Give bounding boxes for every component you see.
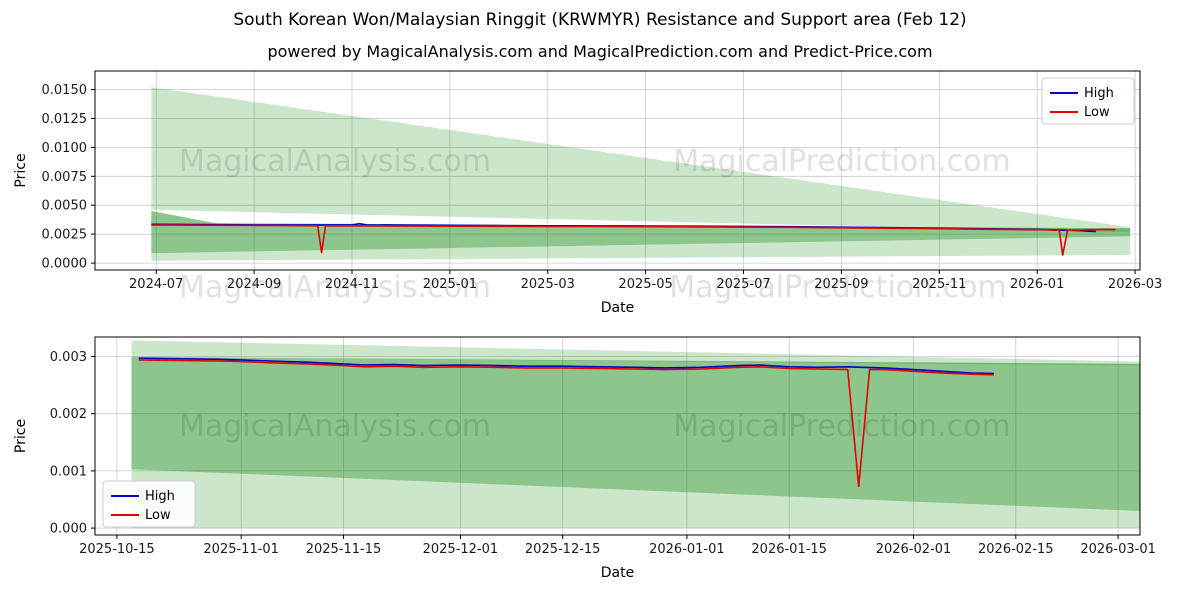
y-tick-label: 0.0150 <box>42 83 88 98</box>
y-axis-label: Price <box>13 153 29 187</box>
x-tick-label: 2024-11 <box>325 277 379 292</box>
x-tick-label: 2026-02-15 <box>978 542 1054 557</box>
x-tick-label: 2025-03 <box>521 277 575 292</box>
x-tick-label: 2025-05 <box>618 277 672 292</box>
legend-high-label: High <box>1084 86 1114 101</box>
x-tick-label: 2026-01-01 <box>649 542 725 557</box>
legend-high-label: High <box>145 489 175 504</box>
watermark-text: MagicalPrediction.com <box>669 270 1007 305</box>
axes-frame <box>94 336 1141 536</box>
y-axis: 0.0000 0.0025 0.0050 0.0075 0.0100 0.0125 0.01… <box>42 83 95 272</box>
x-tick-label: 2025-11 <box>912 277 966 292</box>
x-tick-label: 2025-10-15 <box>79 542 155 557</box>
support-wedge-lower <box>151 236 1131 261</box>
x-tick-label: 2024-09 <box>227 277 281 292</box>
support-wedge-lower <box>131 469 1140 529</box>
x-tick-label: 2025-01 <box>423 277 477 292</box>
x-tick-label: 2025-11-15 <box>306 542 382 557</box>
resistance-band-upper <box>131 340 1140 366</box>
watermark-text: MagicalAnalysis.com <box>179 409 491 444</box>
y-tick-label: 0.0025 <box>42 228 88 243</box>
y-tick-label: 0.0075 <box>42 170 88 185</box>
x-tick-label: 2025-12-01 <box>423 542 499 557</box>
y-tick-label: 0.0100 <box>42 141 88 156</box>
support-band-dark <box>131 357 1140 511</box>
y-tick-label: 0.002 <box>50 407 87 422</box>
legend: High Low <box>102 480 196 528</box>
watermark-text: MagicalPrediction.com <box>673 144 1011 179</box>
gridlines <box>95 71 1140 270</box>
legend-low-label: Low <box>1084 105 1110 120</box>
y-tick-label: 0.0125 <box>42 112 88 127</box>
legend: High Low <box>1041 77 1135 125</box>
y-tick-label: 0.000 <box>50 522 87 537</box>
x-tick-label: 2025-12-15 <box>525 542 601 557</box>
x-tick-label: 2025-07 <box>716 277 770 292</box>
low-line <box>138 359 994 488</box>
x-tick-label: 2024-07 <box>129 277 183 292</box>
x-tick-label: 2025-09 <box>814 277 868 292</box>
x-axis-label: Date <box>601 300 634 316</box>
y-tick-label: 0.0050 <box>42 199 88 214</box>
high-line <box>138 357 994 375</box>
watermark-text: MagicalAnalysis.com <box>179 270 491 305</box>
y-axis: 0.000 0.001 0.002 0.003 <box>50 350 95 537</box>
chart-title: South Korean Won/Malaysian Ringgit (KRWM… <box>233 10 967 30</box>
detail-chart: 2025-10-15 2025-11-01 2025-11-15 2025-12-01… <box>13 336 1156 581</box>
chart-subtitle: powered by MagicalAnalysis.com and Magic… <box>267 42 933 61</box>
x-tick-label: 2026-01-15 <box>751 542 827 557</box>
overview-chart: 2024-07 2024-09 2024-11 2025-01 2025-03 2025-… <box>13 70 1162 316</box>
resistance-wedge-upper <box>151 87 1131 233</box>
support-band-dark <box>151 211 1131 254</box>
y-axis-label: Price <box>13 419 29 453</box>
axes-frame <box>94 70 1141 271</box>
x-tick-label: 2025-11-01 <box>203 542 279 557</box>
x-axis: 2025-10-15 2025-11-01 2025-11-15 2025-12-01… <box>79 535 1156 557</box>
x-tick-label: 2026-03 <box>1108 277 1162 292</box>
x-tick-label: 2026-01 <box>1010 277 1064 292</box>
x-tick-label: 2026-02-01 <box>876 542 952 557</box>
x-axis: 2024-07 2024-09 2024-11 2025-01 2025-03 2025-… <box>129 270 1162 292</box>
legend-low-label: Low <box>145 508 171 523</box>
x-axis-label: Date <box>601 565 634 581</box>
y-tick-label: 0.0000 <box>42 257 88 272</box>
y-tick-label: 0.003 <box>50 350 87 365</box>
watermark-text: MagicalAnalysis.com <box>179 144 491 179</box>
watermark-text: MagicalPrediction.com <box>673 409 1011 444</box>
x-tick-label: 2026-03-01 <box>1080 542 1156 557</box>
gridlines <box>95 337 1140 535</box>
low-line <box>151 224 1116 256</box>
y-tick-label: 0.001 <box>50 464 87 479</box>
